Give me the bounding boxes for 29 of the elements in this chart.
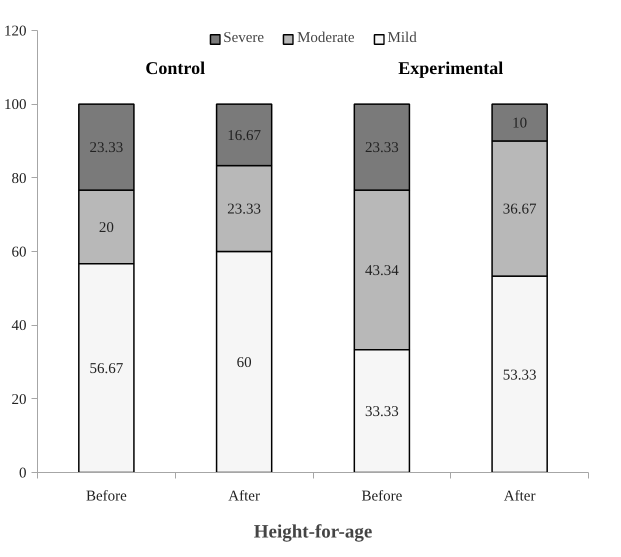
data-label: 60 — [236, 355, 252, 371]
x-tick-label: Before — [361, 488, 403, 504]
x-tick-label: Before — [86, 488, 128, 504]
y-tick-label: 120 — [4, 24, 26, 40]
data-label: 36.67 — [502, 202, 537, 218]
legend-label: Mild — [388, 30, 417, 47]
data-label: 53.33 — [502, 367, 536, 384]
x-tick-label: After — [504, 488, 536, 504]
data-label: 43.34 — [365, 262, 400, 279]
y-tick-label: 80 — [12, 170, 26, 187]
y-tick-label: 40 — [12, 318, 26, 334]
data-label: 23.33 — [227, 202, 261, 218]
x-tick-label: After — [228, 488, 260, 504]
data-label: 33.33 — [365, 404, 399, 420]
x-axis-title: Height-for-age — [254, 522, 372, 542]
annotation: Experimental — [398, 58, 504, 78]
y-tick-label: 20 — [12, 392, 26, 408]
data-label: 23.33 — [90, 140, 124, 156]
data-label: 10 — [512, 116, 528, 132]
legend-label: Severe — [223, 30, 264, 47]
legend-label: Moderate — [297, 30, 355, 47]
data-label: 16.67 — [227, 128, 262, 144]
y-tick-label: 100 — [4, 97, 26, 114]
y-tick-label: 60 — [12, 244, 26, 260]
data-label: 23.33 — [365, 140, 399, 156]
annotation: Control — [145, 58, 206, 78]
data-label: 56.67 — [90, 361, 124, 378]
data-label: 20 — [98, 220, 114, 236]
y-tick-label: 0 — [19, 466, 26, 482]
